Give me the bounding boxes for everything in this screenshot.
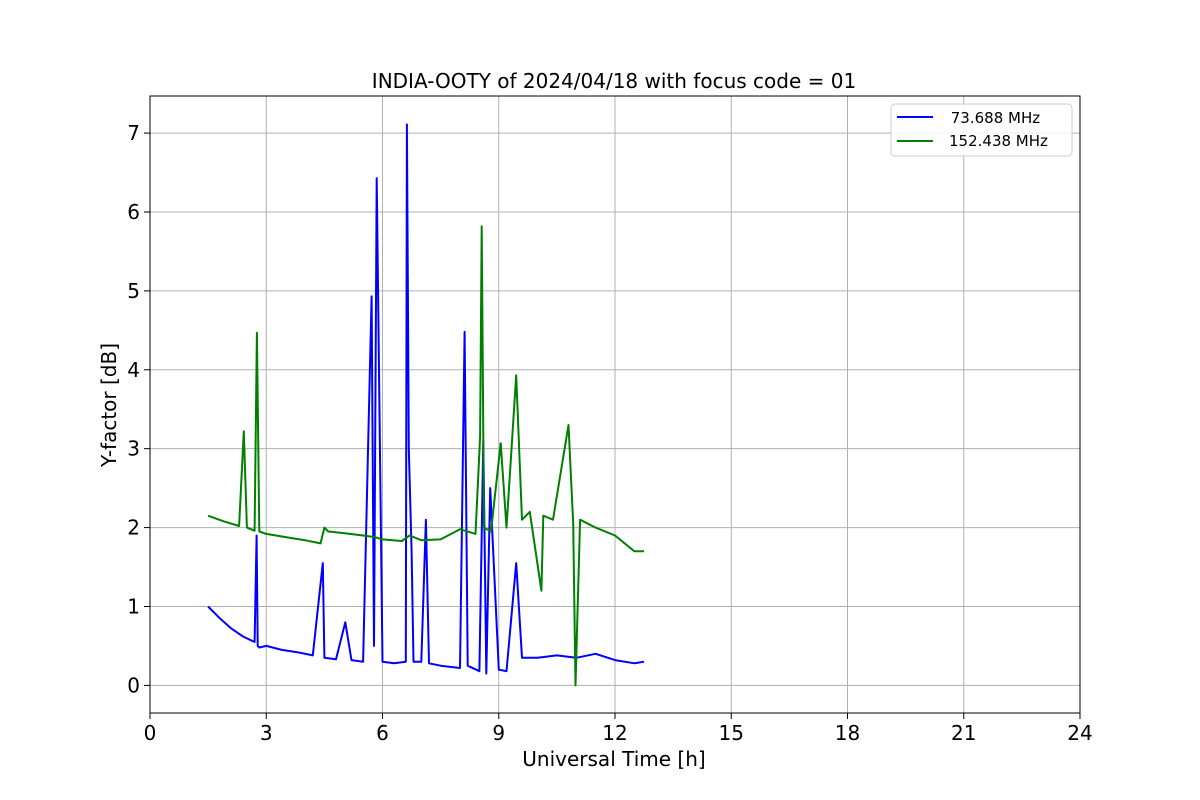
series-layer <box>207 123 645 687</box>
x-tick-label: 3 <box>260 721 273 745</box>
y-tick-label: 5 <box>127 279 140 303</box>
y-axis: 0 1 2 3 4 5 6 7 <box>127 121 150 697</box>
x-axis: 0 3 6 9 12 15 18 21 24 <box>144 713 1093 745</box>
y-tick-label: 2 <box>127 516 140 540</box>
y-axis-label: Y-factor [dB] <box>97 343 121 468</box>
y-tick-label: 1 <box>127 594 140 618</box>
y-tick-label: 0 <box>127 673 140 697</box>
x-tick-label: 21 <box>951 721 976 745</box>
series-line-73mhz <box>207 123 645 675</box>
y-tick-label: 4 <box>127 358 140 382</box>
x-tick-label: 0 <box>144 721 157 745</box>
x-tick-label: 18 <box>835 721 860 745</box>
legend: 73.688 MHz 152.438 MHz <box>890 103 1073 157</box>
legend-label-152mhz: 152.438 MHz <box>949 132 1048 150</box>
x-tick-label: 12 <box>602 721 627 745</box>
legend-box <box>890 103 1073 157</box>
x-axis-label: Universal Time [h] <box>522 747 705 771</box>
x-tick-label: 6 <box>376 721 389 745</box>
x-tick-label: 24 <box>1067 721 1092 745</box>
series-line-152mhz <box>207 225 645 687</box>
x-tick-label: 9 <box>492 721 505 745</box>
chart-title: INDIA-OOTY of 2024/04/18 with focus code… <box>372 69 856 93</box>
x-tick-label: 15 <box>719 721 744 745</box>
y-tick-label: 3 <box>127 437 140 461</box>
y-tick-label: 7 <box>127 121 140 145</box>
y-tick-label: 6 <box>127 200 140 224</box>
legend-label-73mhz: 73.688 MHz <box>946 109 1040 127</box>
